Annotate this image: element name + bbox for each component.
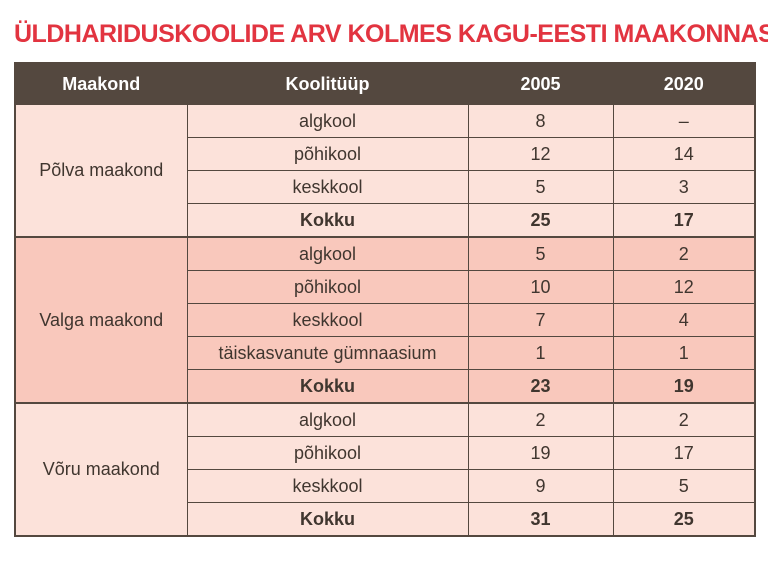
value-2005-cell: 2 — [467, 402, 614, 437]
value-2020-cell: 17 — [612, 436, 756, 470]
column-header-2005: 2005 — [467, 62, 614, 105]
total-label-cell: Kokku — [186, 502, 469, 537]
column-header-koolituup: Koolitüüp — [186, 62, 469, 105]
table-row: täiskasvanute gümnaasium 1 1 — [15, 336, 756, 370]
value-2020-cell: 3 — [612, 170, 756, 204]
value-2020-cell: 12 — [612, 270, 756, 304]
total-2005-cell: 23 — [467, 369, 614, 404]
value-2020-cell: 14 — [612, 137, 756, 171]
total-2020-cell: 19 — [612, 369, 756, 404]
schooltype-cell: täiskasvanute gümnaasium — [186, 336, 469, 370]
value-2020-cell: 5 — [612, 469, 756, 503]
table-row: põhikool 10 12 — [15, 270, 756, 304]
schooltype-cell: keskkool — [186, 469, 469, 503]
value-2020-cell: 2 — [612, 402, 756, 437]
table-header: Maakond Koolitüüp 2005 2020 — [14, 62, 756, 105]
value-2020-cell: – — [612, 104, 756, 138]
header-row: Maakond Koolitüüp 2005 2020 — [14, 62, 756, 105]
value-2005-cell: 19 — [467, 436, 614, 470]
schooltype-cell: keskkool — [186, 170, 469, 204]
county-cell-polva: Põlva maakond — [14, 104, 188, 238]
value-2005-cell: 8 — [467, 104, 614, 138]
column-header-2020: 2020 — [612, 62, 756, 105]
table-row: keskkool 5 3 — [15, 170, 756, 204]
total-row: Kokku 25 17 — [15, 203, 756, 238]
total-2005-cell: 31 — [467, 502, 614, 537]
value-2005-cell: 5 — [467, 236, 614, 271]
value-2005-cell: 7 — [467, 303, 614, 337]
schooltype-cell: põhikool — [186, 436, 469, 470]
total-2005-cell: 25 — [467, 203, 614, 238]
schooltype-cell: algkool — [186, 402, 469, 437]
schools-table: Maakond Koolitüüp 2005 2020 Põlva maakon… — [14, 62, 756, 537]
schooltype-cell: põhikool — [186, 137, 469, 171]
table-row: keskkool 7 4 — [15, 303, 756, 337]
table-row: põhikool 12 14 — [15, 137, 756, 171]
table-row: Võru maakond algkool 2 2 — [14, 402, 756, 537]
total-2020-cell: 17 — [612, 203, 756, 238]
table-row: keskkool 9 5 — [15, 469, 756, 503]
value-2005-cell: 1 — [467, 336, 614, 370]
total-2020-cell: 25 — [612, 502, 756, 537]
value-2020-cell: 1 — [612, 336, 756, 370]
value-2005-cell: 5 — [467, 170, 614, 204]
value-2020-cell: 4 — [612, 303, 756, 337]
schooltype-cell: põhikool — [186, 270, 469, 304]
county-cell-voru: Võru maakond — [14, 402, 188, 537]
total-row: Kokku 31 25 — [15, 502, 756, 537]
value-2005-cell: 9 — [467, 469, 614, 503]
value-2020-cell: 2 — [612, 236, 756, 271]
table-row: Põlva maakond algkool 8 – — [14, 104, 756, 238]
total-label-cell: Kokku — [186, 369, 469, 404]
schooltype-cell: keskkool — [186, 303, 469, 337]
table-row: Valga maakond algkool 5 2 — [14, 236, 756, 404]
schooltype-cell: algkool — [186, 104, 469, 138]
value-2005-cell: 10 — [467, 270, 614, 304]
column-header-maakond: Maakond — [14, 62, 188, 105]
page-title: ÜLDHARIDUSKOOLIDE ARV KOLMES KAGU-EESTI … — [14, 20, 768, 48]
schooltype-cell: algkool — [186, 236, 469, 271]
total-row: Kokku 23 19 — [15, 369, 756, 404]
total-label-cell: Kokku — [186, 203, 469, 238]
table-row: põhikool 19 17 — [15, 436, 756, 470]
value-2005-cell: 12 — [467, 137, 614, 171]
county-cell-valga: Valga maakond — [14, 236, 188, 404]
